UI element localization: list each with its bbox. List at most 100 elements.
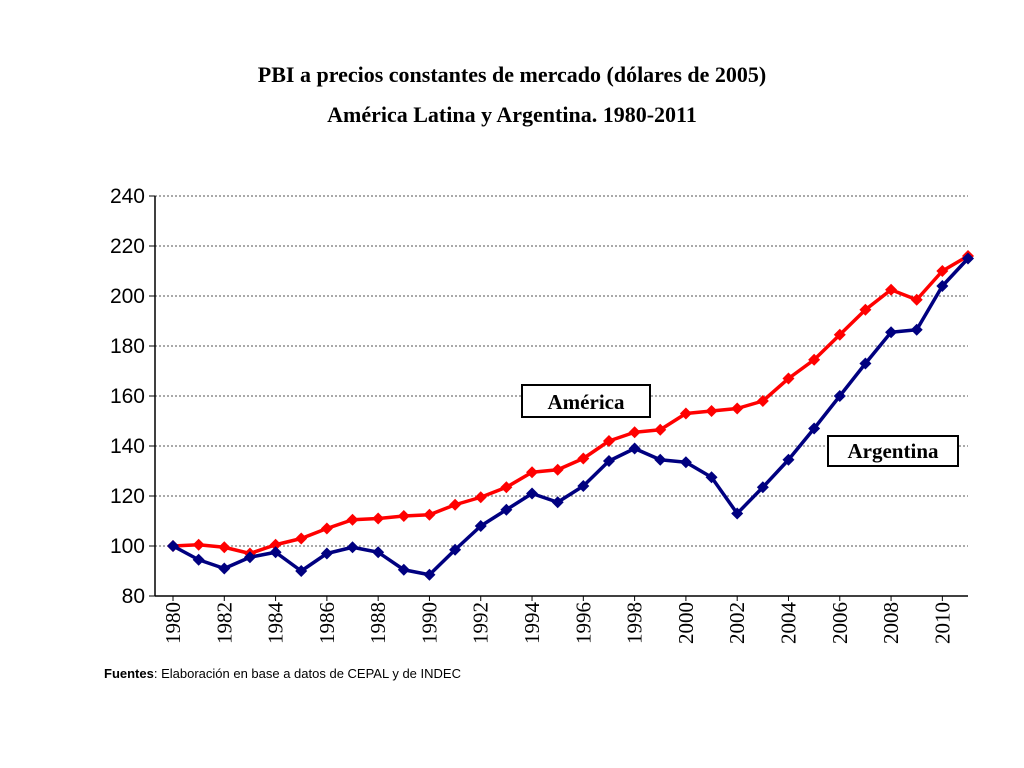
data-point [679,407,692,420]
y-tick-label: 160 [110,385,145,408]
data-point [782,453,795,466]
data-point [602,455,615,467]
data-point [423,508,436,521]
data-point [628,426,641,439]
data-point [192,553,205,566]
data-point [756,395,769,407]
series-line [172,257,970,577]
data-point [756,481,769,494]
chart-subtitle: América Latina y Argentina. 1980-2011 [327,102,697,127]
data-point [243,551,256,564]
x-tick-label: 2006 [828,602,852,644]
series-label-box [827,435,959,467]
series-label-1: Argentina [827,435,959,467]
x-tick-labels: 1980 1982 1984 1986 1988 1990 1992 1994 1996 1998… [161,602,954,645]
data-point [577,480,590,492]
y-tick-label: 180 [110,335,145,358]
axes [149,195,968,601]
data-point [218,562,231,575]
data-point [782,372,795,385]
x-tick-label: 2004 [776,602,800,645]
data-point [474,491,487,504]
series-labels: América Argentina [521,384,959,467]
y-tick-label: 140 [110,435,145,458]
data-point [449,498,462,511]
data-point [397,563,410,576]
data-point [320,522,333,535]
data-point [295,565,308,577]
y-tick-label: 200 [110,285,145,308]
chart-title: PBI a precios constantes de mercado (dól… [257,62,767,87]
data-point [654,453,667,466]
data-point [936,280,949,292]
data-point [526,487,539,500]
source-text: : Elaboración en base a datos de CEPAL y… [153,666,461,681]
data-point [449,543,462,556]
data-point [731,402,744,415]
data-point [705,405,718,417]
data-point [372,546,385,559]
gridlines [155,195,968,547]
data-point [628,442,641,455]
data-point [423,568,436,581]
data-point [808,353,821,366]
y-tick-label: 80 [122,585,145,608]
data-point [936,265,949,277]
data-point [808,422,821,435]
x-tick-label: 1992 [469,602,493,644]
x-tick-label: 1986 [315,602,339,644]
x-tick-label: 1982 [212,602,236,644]
data-point [192,538,205,551]
data-point [167,540,179,552]
data-point [962,252,974,265]
x-tick-label: 2008 [879,602,903,644]
x-tick-label: 1996 [571,602,595,644]
y-tick-label: 120 [110,485,145,508]
data-point [320,547,333,560]
data-point [500,503,513,516]
x-tick-label: 2000 [674,602,698,644]
source-label: Fuentes [104,666,154,681]
data-point [910,293,923,306]
data-point [577,452,590,465]
data-point [269,538,282,551]
x-tick-label: 1994 [520,602,544,645]
data-point [833,390,846,402]
x-tick-label: 1980 [161,602,185,644]
data-point [885,283,898,296]
series-label-box [521,384,651,418]
data-point [346,541,359,554]
data-point [910,323,923,336]
data-point [654,423,667,436]
series [167,250,974,581]
data-point [397,510,410,522]
data-point [705,471,718,484]
data-point [372,512,385,525]
data-point [551,463,564,476]
series-argentina [167,252,974,581]
data-point [859,303,872,316]
x-tick-label: 1984 [264,602,288,645]
y-tick-label: 100 [110,535,145,558]
data-point [731,507,744,520]
data-point [474,520,487,532]
x-tick-label: 1998 [623,602,647,644]
data-point [346,513,359,526]
x-tick-label: 2010 [930,602,954,644]
series-label-0: América [521,384,651,418]
source-note: Fuentes: Elaboración en base a datos de … [104,666,461,681]
data-point [269,546,282,559]
data-point [295,532,308,545]
y-tick-labels: 80 100 120 140 160 180 200 220 240 [110,185,145,608]
data-point [859,357,872,370]
x-tick-label: 1988 [366,602,390,644]
x-tick-label: 2002 [725,602,749,644]
data-point [218,541,231,554]
x-tick-label: 1990 [417,602,441,644]
data-point [679,456,692,469]
series-label-text: Argentina [848,439,939,463]
series-label-text: América [548,390,625,414]
data-point [551,496,564,509]
y-tick-label: 240 [110,185,145,208]
